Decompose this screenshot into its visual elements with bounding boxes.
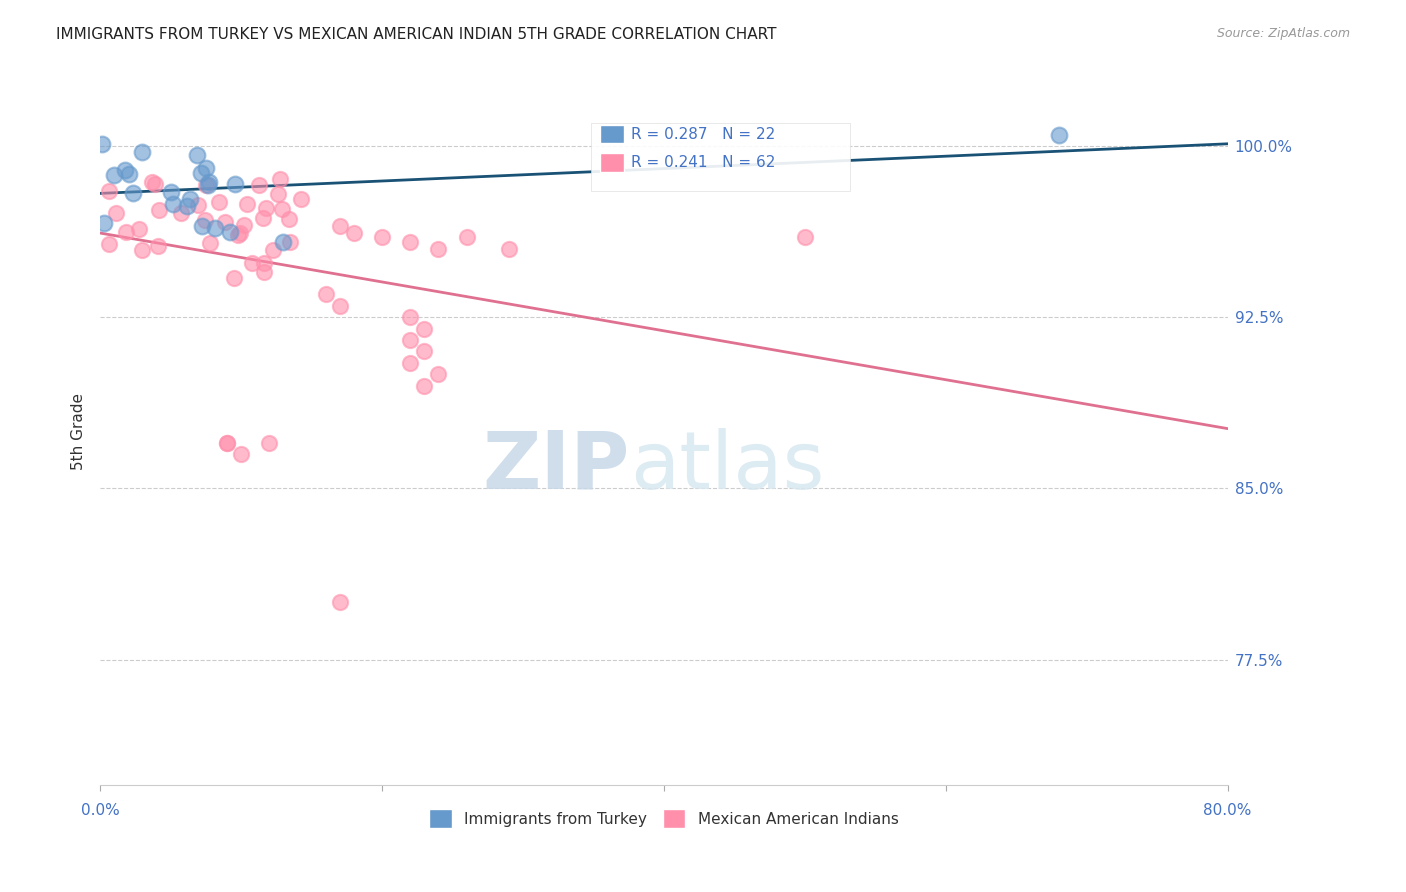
Point [195,178,218,193]
FancyBboxPatch shape [591,123,849,191]
Point [247,178,270,193]
Point [141,175,163,189]
Point [224,177,246,191]
Point [197,178,219,192]
Point [194,213,217,227]
Point [269,172,291,186]
Point [793,230,815,244]
Point [242,255,264,269]
Point [315,287,337,301]
Point [236,197,259,211]
Point [252,211,274,226]
Point [91,136,114,151]
Text: 0.0%: 0.0% [80,804,120,818]
Point [191,219,214,233]
Point [162,197,184,211]
Text: 80.0%: 80.0% [1204,804,1251,818]
Point [93,216,115,230]
Point [179,192,201,206]
Point [273,235,295,249]
Point [148,202,170,217]
Point [399,333,422,347]
Point [427,368,450,382]
Point [115,225,138,239]
Point [200,235,222,250]
Point [103,169,125,183]
Point [399,235,422,249]
Point [252,265,274,279]
Point [253,256,276,270]
Point [198,174,221,188]
Point [160,185,183,199]
Point [427,242,450,256]
Point [104,206,127,220]
Point [215,435,238,450]
Point [290,193,312,207]
Point [343,226,366,240]
Point [186,147,208,161]
Point [226,228,249,243]
Point [131,145,153,160]
Point [399,310,422,325]
Point [270,202,292,216]
Point [204,221,226,235]
Text: IMMIGRANTS FROM TURKEY VS MEXICAN AMERICAN INDIAN 5TH GRADE CORRELATION CHART: IMMIGRANTS FROM TURKEY VS MEXICAN AMERIC… [56,27,776,42]
Point [114,163,136,178]
Point [498,242,520,256]
Text: Source: ZipAtlas.com: Source: ZipAtlas.com [1216,27,1350,40]
Point [233,218,256,232]
Point [259,435,281,450]
Point [195,161,218,175]
Point [371,230,394,244]
Point [267,186,290,201]
Legend: Immigrants from Turkey, Mexican American Indians: Immigrants from Turkey, Mexican American… [423,803,904,834]
Point [413,378,436,392]
Point [329,595,352,609]
Point [278,235,301,249]
Point [143,177,166,191]
Point [254,201,277,215]
Point [214,215,236,229]
Text: R = 0.241   N = 62: R = 0.241 N = 62 [631,155,776,169]
Point [329,299,352,313]
Text: R = 0.287   N = 22: R = 0.287 N = 22 [631,127,776,142]
Point [224,271,246,285]
Point [176,199,198,213]
Point [122,186,145,200]
Point [262,243,284,257]
FancyBboxPatch shape [599,125,624,144]
Point [413,344,436,359]
Point [277,211,299,226]
Point [98,236,121,251]
Text: ZIP: ZIP [482,427,630,506]
Point [128,222,150,236]
Point [187,198,209,212]
Point [131,244,153,258]
Text: atlas: atlas [630,427,824,506]
Point [170,206,193,220]
Point [146,239,169,253]
Point [413,321,436,335]
Point [215,435,238,450]
Point [190,166,212,180]
Y-axis label: 5th Grade: 5th Grade [72,392,86,470]
Point [329,219,352,233]
Point [118,167,141,181]
Point [98,184,121,198]
Point [399,356,422,370]
Point [1047,128,1070,142]
Point [218,226,240,240]
Point [456,230,478,244]
Point [229,447,252,461]
Point [208,194,231,209]
Point [228,227,250,241]
FancyBboxPatch shape [599,153,624,171]
